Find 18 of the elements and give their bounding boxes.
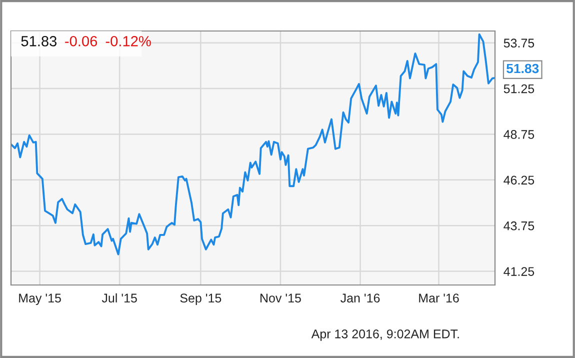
x-tick-label: Sep '15 (180, 294, 222, 305)
annotation: 51.83 (506, 64, 539, 74)
annotation: -0.12% (106, 36, 151, 46)
y-tick-label: 43.75 (504, 221, 534, 230)
x-tick-label: Jul '15 (102, 293, 137, 303)
line-series (11, 33, 495, 256)
y-tick-label: 51.25 (504, 84, 534, 94)
x-tick-label: Mar '16 (419, 294, 459, 303)
y-tick-label: 41.25 (504, 267, 534, 276)
text: Apr 13 2016, 9:02AM EDT. (311, 330, 459, 341)
x-tick-label: Nov '15 (260, 294, 301, 303)
x-tick-label: May '15 (19, 294, 61, 305)
annotation: 51.83 (21, 36, 57, 46)
y-tick-label: 48.75 (504, 130, 534, 139)
y-tick-label: 46.25 (504, 176, 534, 185)
annotation: -0.06 (65, 36, 98, 46)
y-tick-label: 53.75 (504, 38, 534, 48)
x-tick-label: Jan '16 (340, 294, 380, 303)
